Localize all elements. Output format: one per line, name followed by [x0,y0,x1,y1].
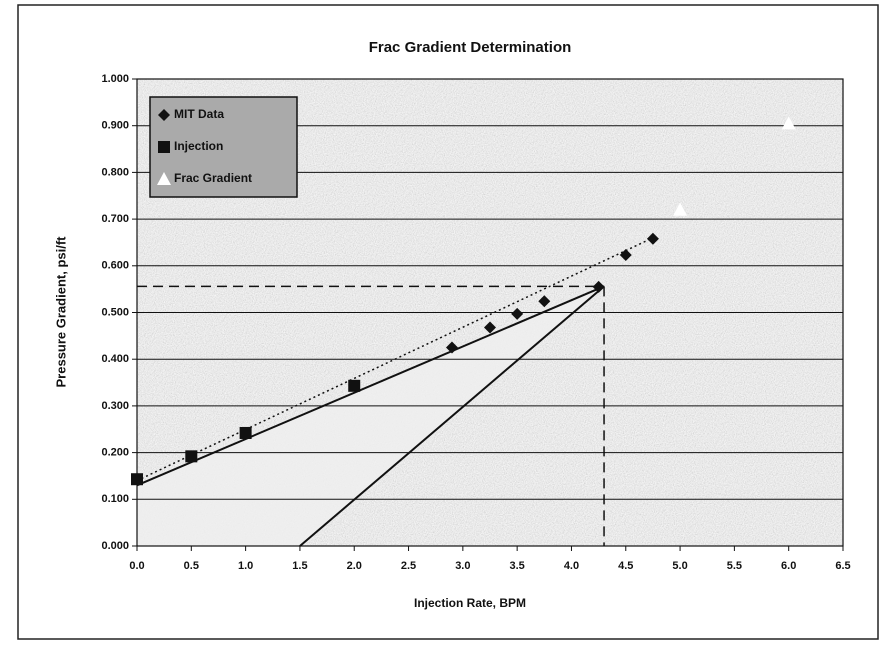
x-tick-label: 1.5 [292,560,307,572]
marker [538,295,551,308]
y-tick-label: 0.100 [101,493,129,505]
legend-box [149,96,298,198]
x-axis-label: Injection Rate, BPM [414,596,526,610]
marker [592,280,605,293]
x-tick-label: 4.0 [564,560,579,572]
trend-line [136,237,654,482]
y-tick-label: 0.400 [101,353,129,365]
x-tick-label: 4.5 [618,560,633,572]
legend-label: MIT Data [174,107,224,121]
marker [445,341,458,354]
marker [619,249,632,262]
marker [673,202,688,216]
y-tick-label: 0.600 [101,260,129,272]
y-tick-label: 0.500 [101,306,129,318]
x-tick-label: 2.5 [401,560,416,572]
marker [131,473,143,486]
plot-border [136,78,844,547]
y-axis-label: Pressure Gradient, psi/ft [53,236,68,388]
frac-region [137,286,605,546]
legend-label: Injection [174,139,223,153]
x-tick-label: 2.0 [347,560,362,572]
marker [511,307,524,320]
x-tick-label: 6.5 [835,560,850,572]
marker [781,116,796,130]
legend-marker [157,172,171,185]
y-tick-label: 0.200 [101,447,129,459]
x-tick-label: 5.0 [672,560,687,572]
x-tick-label: 3.0 [455,560,470,572]
x-tick-label: 1.0 [238,560,253,572]
y-tick-label: 0.300 [101,400,129,412]
y-tick-label: 0.900 [101,120,129,132]
chart-title: Frac Gradient Determination [369,39,572,56]
trend-line [136,285,605,487]
y-tick-label: 0.000 [101,540,129,552]
x-tick-label: 5.5 [727,560,742,572]
y-tick-label: 1.000 [101,73,129,85]
marker [484,321,496,334]
marker [348,379,361,392]
x-tick-label: 0.5 [184,560,199,572]
marker [239,426,252,439]
legend-label: Frac Gradient [174,171,252,185]
legend-marker [158,109,170,121]
marker [185,450,198,463]
y-tick-label: 0.800 [101,166,129,178]
y-tick-label: 0.700 [101,213,129,225]
legend-marker [158,141,170,153]
marker [646,232,659,245]
x-tick-label: 3.5 [510,560,525,572]
x-tick-label: 0.0 [129,560,144,572]
x-tick-label: 6.0 [781,560,796,572]
trend-line [299,285,605,547]
